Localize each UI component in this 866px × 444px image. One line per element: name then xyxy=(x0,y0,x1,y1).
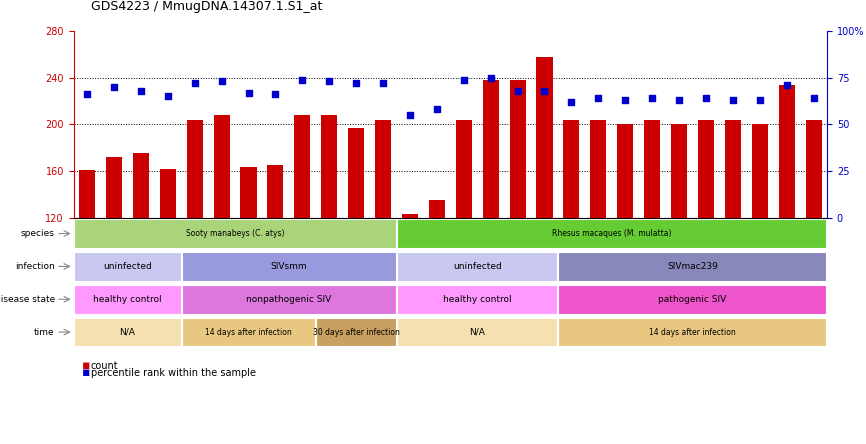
Point xyxy=(107,83,121,91)
Point xyxy=(161,93,175,100)
Point xyxy=(403,111,417,119)
Point xyxy=(511,87,525,94)
Point xyxy=(591,95,605,102)
Text: pathogenic SIV: pathogenic SIV xyxy=(658,295,727,304)
Point xyxy=(538,87,552,94)
Bar xyxy=(563,120,579,218)
Bar xyxy=(644,120,660,218)
Bar xyxy=(402,214,418,218)
Point xyxy=(242,89,255,96)
Point xyxy=(430,106,443,113)
Bar xyxy=(79,170,95,218)
Bar xyxy=(74,285,181,313)
Text: uninfected: uninfected xyxy=(103,262,152,271)
Point xyxy=(188,80,202,87)
Point xyxy=(268,91,282,98)
Point xyxy=(81,91,94,98)
Point xyxy=(295,76,309,83)
Bar xyxy=(182,318,315,346)
Bar xyxy=(268,165,283,218)
Point xyxy=(376,80,390,87)
Bar xyxy=(779,85,795,218)
Bar xyxy=(805,120,822,218)
Bar xyxy=(456,120,472,218)
Bar xyxy=(591,120,606,218)
Bar xyxy=(559,318,826,346)
Point xyxy=(779,82,793,89)
Text: N/A: N/A xyxy=(120,328,135,337)
Point xyxy=(618,96,632,103)
Text: uninfected: uninfected xyxy=(453,262,501,271)
Bar xyxy=(617,124,633,218)
Bar xyxy=(671,124,687,218)
Point xyxy=(672,96,686,103)
Bar xyxy=(159,169,176,218)
Bar xyxy=(74,318,181,346)
Point xyxy=(565,99,578,106)
Bar xyxy=(294,115,310,218)
Text: Sooty manabeys (C. atys): Sooty manabeys (C. atys) xyxy=(186,229,284,238)
Point xyxy=(457,76,471,83)
Bar xyxy=(752,124,768,218)
Point xyxy=(726,96,740,103)
Bar xyxy=(106,157,122,218)
Text: ▪: ▪ xyxy=(82,359,91,373)
Bar xyxy=(397,219,826,248)
Bar xyxy=(187,120,203,218)
Bar xyxy=(725,120,741,218)
Text: time: time xyxy=(34,328,55,337)
Text: ▪: ▪ xyxy=(82,366,91,379)
Point xyxy=(349,80,363,87)
Point xyxy=(806,95,820,102)
Text: infection: infection xyxy=(15,262,55,271)
Bar xyxy=(214,115,229,218)
Text: 14 days after infection: 14 days after infection xyxy=(205,328,292,337)
Bar xyxy=(321,115,337,218)
Bar xyxy=(397,252,558,281)
Text: healthy control: healthy control xyxy=(94,295,162,304)
Point xyxy=(484,74,498,81)
Text: SIVmac239: SIVmac239 xyxy=(667,262,718,271)
Text: disease state: disease state xyxy=(0,295,55,304)
Text: 14 days after infection: 14 days after infection xyxy=(650,328,736,337)
Point xyxy=(215,78,229,85)
Text: species: species xyxy=(21,229,55,238)
Bar xyxy=(559,285,826,313)
Bar xyxy=(429,200,445,218)
Bar xyxy=(182,285,396,313)
Bar xyxy=(74,219,396,248)
Bar xyxy=(241,167,256,218)
Point xyxy=(134,87,148,94)
Text: nonpathogenic SIV: nonpathogenic SIV xyxy=(246,295,332,304)
Bar xyxy=(316,318,396,346)
Bar xyxy=(182,252,396,281)
Bar xyxy=(348,128,365,218)
Point xyxy=(322,78,336,85)
Bar xyxy=(536,57,553,218)
Bar xyxy=(698,120,714,218)
Bar xyxy=(397,285,558,313)
Text: count: count xyxy=(91,361,119,371)
Bar xyxy=(132,154,149,218)
Text: 30 days after infection: 30 days after infection xyxy=(313,328,399,337)
Point xyxy=(645,95,659,102)
Text: Rhesus macaques (M. mulatta): Rhesus macaques (M. mulatta) xyxy=(552,229,671,238)
Point xyxy=(699,95,713,102)
Text: GDS4223 / MmugDNA.14307.1.S1_at: GDS4223 / MmugDNA.14307.1.S1_at xyxy=(91,0,322,13)
Bar xyxy=(482,80,499,218)
Point xyxy=(753,96,766,103)
Text: healthy control: healthy control xyxy=(443,295,512,304)
Text: percentile rank within the sample: percentile rank within the sample xyxy=(91,368,256,377)
Bar xyxy=(375,120,391,218)
Bar xyxy=(559,252,826,281)
Text: N/A: N/A xyxy=(469,328,485,337)
Bar xyxy=(397,318,558,346)
Bar xyxy=(509,80,526,218)
Bar xyxy=(74,252,181,281)
Text: SIVsmm: SIVsmm xyxy=(270,262,307,271)
